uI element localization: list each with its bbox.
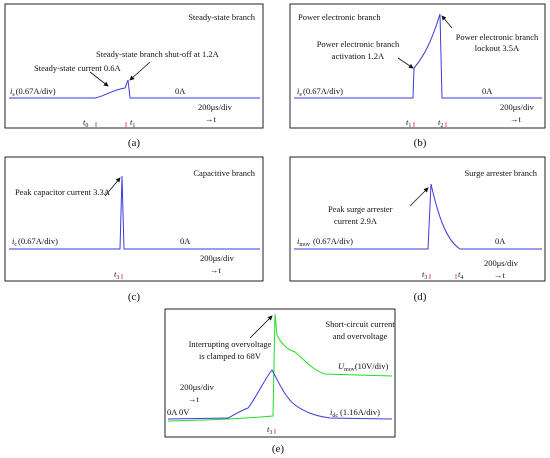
annotation: is clamped to 68V xyxy=(199,351,262,361)
annotation: activation 1.2A xyxy=(332,51,385,61)
time-div: 200μs/div xyxy=(198,102,233,112)
annotation: Peak capacitor current 3.3A xyxy=(15,187,111,197)
arrow xyxy=(89,71,109,87)
caption: (d) xyxy=(414,291,427,303)
arrow xyxy=(249,315,273,339)
scale-label: is(0.67A/div) xyxy=(10,86,56,98)
annotation: lockout 3.5A xyxy=(475,43,520,53)
annotation: Peak surge arrester xyxy=(328,204,393,214)
scope-frame xyxy=(4,156,264,282)
annotation: Power electronic branch xyxy=(317,39,400,49)
time-axis: →t xyxy=(494,270,506,280)
arrow xyxy=(104,177,121,197)
panel-title: and overvoltage xyxy=(333,331,388,341)
arrow xyxy=(409,187,429,207)
scope-frame xyxy=(289,3,546,129)
marker: t4 xyxy=(458,269,463,281)
time-axis: →t xyxy=(188,394,200,404)
marker: t3 xyxy=(422,269,427,281)
scope-frame xyxy=(289,156,546,282)
marker: t3 xyxy=(114,269,119,281)
time-div: 200μs/div xyxy=(500,102,535,112)
trace xyxy=(9,79,260,99)
arrow xyxy=(129,61,151,81)
caption: (c) xyxy=(128,291,141,303)
time-axis: →t xyxy=(510,114,522,124)
zero-label: 0A 0V xyxy=(167,407,190,417)
time-axis: →t xyxy=(210,265,222,275)
annotation: Steady-state current 0.6A xyxy=(34,63,121,73)
scale-label: imov (0.67A/div) xyxy=(297,236,353,248)
trace xyxy=(294,13,542,99)
annotation: current 2.9A xyxy=(334,216,378,226)
scale-label: idc (1.16A/div) xyxy=(330,407,380,419)
panel-a: Steady-state branch Steady-state branch … xyxy=(4,3,264,149)
scale-label: ie(0.67A/div) xyxy=(297,86,343,98)
trace xyxy=(167,313,393,422)
zero-label: 0A xyxy=(495,236,506,246)
scope-frame xyxy=(4,3,264,129)
arrow xyxy=(397,57,414,69)
marker: t2 xyxy=(438,117,443,129)
panel-title: Surge arrester branch xyxy=(464,168,537,178)
panel-title: Short-circuit current xyxy=(325,319,395,329)
scale-label: Umov(10V/div) xyxy=(338,361,389,373)
zero-label: 0A xyxy=(482,86,493,96)
time-div: 200μs/div xyxy=(180,382,215,392)
marker: t1 xyxy=(130,117,135,129)
panel-title: Power electronic branch xyxy=(298,12,381,22)
panel-title: Capacitive branch xyxy=(193,168,255,178)
caption: (a) xyxy=(128,137,141,149)
panel-c: Capacitive branch Peak capacitor current… xyxy=(4,156,264,303)
time-div: 200μs/div xyxy=(484,258,519,268)
trace xyxy=(167,369,393,420)
annotation: Interrupting overvoltage xyxy=(189,339,272,349)
trace xyxy=(9,175,260,250)
annotation: Steady-state branch shut-off at 1.2A xyxy=(96,49,220,59)
scale-label: ic(0.67A/div) xyxy=(12,236,58,248)
marker: t3 xyxy=(267,424,272,436)
zero-label: 0A xyxy=(180,236,191,246)
trace xyxy=(294,183,542,250)
time-div: 200μs/div xyxy=(200,253,235,263)
marker: t0 xyxy=(83,117,88,129)
arrow xyxy=(441,15,453,29)
marker: t1 xyxy=(406,117,411,129)
time-axis: →t xyxy=(205,114,217,124)
panel-d: Surge arrester branch Peak surge arreste… xyxy=(289,156,546,303)
panel-e: Short-circuit current and overvoltage In… xyxy=(164,308,396,455)
panel-b: Power electronic branch Power electronic… xyxy=(289,3,546,149)
scope-frame xyxy=(164,308,396,438)
caption: (e) xyxy=(272,443,285,455)
caption: (b) xyxy=(414,137,427,149)
annotation: Power electronic branch xyxy=(456,32,539,42)
zero-label: 0A xyxy=(175,86,186,96)
panel-title: Steady-state branch xyxy=(188,12,256,22)
